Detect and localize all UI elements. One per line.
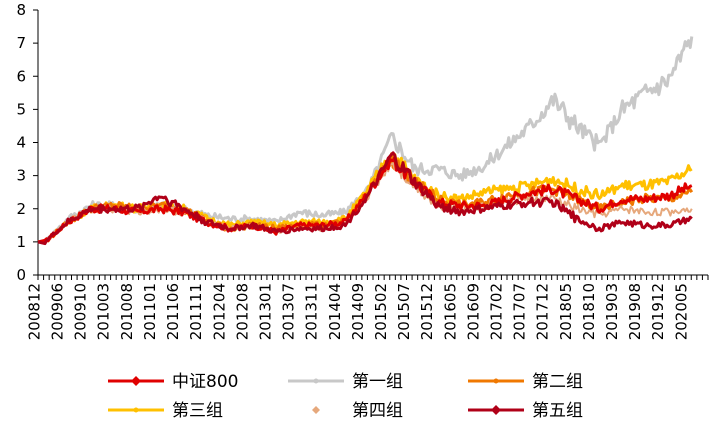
y-tick-label: 4 bbox=[16, 134, 26, 152]
x-tick-label: 201008 bbox=[118, 283, 136, 340]
y-tick-label: 6 bbox=[16, 67, 26, 85]
y-tick-label: 2 bbox=[16, 200, 26, 218]
x-tick-label: 201409 bbox=[349, 283, 367, 340]
x-tick-label: 201111 bbox=[187, 283, 205, 340]
y-tick-label: 5 bbox=[16, 100, 26, 118]
legend-label: 第三组 bbox=[172, 401, 223, 421]
legend-label: 第五组 bbox=[532, 401, 583, 421]
y-tick-label: 1 bbox=[16, 233, 26, 251]
x-tick-label: 201101 bbox=[141, 283, 159, 340]
legend-marker bbox=[493, 378, 499, 384]
x-tick-label: 201609 bbox=[464, 283, 482, 340]
y-tick-label: 3 bbox=[16, 167, 26, 185]
y-tick-label: 0 bbox=[16, 266, 26, 284]
legend-label: 中证800 bbox=[172, 372, 238, 392]
x-tick-label: 201208 bbox=[233, 283, 251, 340]
x-tick-label: 201912 bbox=[649, 283, 667, 340]
x-tick-label: 201404 bbox=[326, 283, 344, 340]
legend-item: 第三组 bbox=[108, 401, 223, 421]
axes: 0 1 2 3 4 5 6 7 8 200812 200906 200910 201003 201008 2… bbox=[16, 1, 709, 340]
legend-marker bbox=[312, 406, 320, 414]
x-tick-label: 201707 bbox=[511, 283, 529, 340]
x-tick-label: 201712 bbox=[534, 283, 552, 340]
legend-marker bbox=[133, 407, 139, 413]
x-tick-label: 201512 bbox=[418, 283, 436, 340]
x-tick-label: 201204 bbox=[210, 283, 228, 340]
x-tick-label: 201507 bbox=[395, 283, 413, 340]
x-tick-label: 201908 bbox=[626, 283, 644, 340]
legend-marker bbox=[313, 378, 319, 384]
y-tick-label: 8 bbox=[16, 1, 26, 19]
series-line-4 bbox=[37, 162, 693, 243]
x-tick-label: 200910 bbox=[72, 283, 90, 340]
series-lines bbox=[37, 36, 694, 246]
x-tick-label: 201702 bbox=[488, 283, 506, 340]
legend-marker bbox=[491, 405, 501, 415]
x-tick-label: 201903 bbox=[603, 283, 621, 340]
x-tick-label: 201805 bbox=[557, 283, 575, 340]
legend-label: 第二组 bbox=[532, 372, 583, 392]
x-tick-label: 202005 bbox=[672, 283, 690, 340]
legend-item: 第四组 bbox=[312, 401, 403, 421]
series-line-5 bbox=[37, 151, 693, 246]
x-tick-label: 201605 bbox=[441, 283, 459, 340]
legend-label: 第一组 bbox=[352, 372, 403, 392]
x-tick-label: 200906 bbox=[49, 283, 67, 340]
x-tick-label: 201502 bbox=[372, 283, 390, 340]
legend-label: 第四组 bbox=[352, 401, 403, 421]
legend-item: 第二组 bbox=[468, 372, 583, 392]
x-tick-label: 201301 bbox=[256, 283, 274, 340]
x-tick-label: 201311 bbox=[303, 283, 321, 340]
x-tick-label: 201106 bbox=[164, 283, 182, 340]
legend-item: 第一组 bbox=[288, 372, 403, 392]
x-tick-label: 201810 bbox=[580, 283, 598, 340]
x-tick-label: 200812 bbox=[25, 283, 43, 340]
legend-item: 第五组 bbox=[468, 401, 583, 421]
x-tick-label: 201003 bbox=[95, 283, 113, 340]
legend-item: 中证800 bbox=[108, 372, 238, 392]
y-tick-label: 7 bbox=[16, 34, 26, 52]
x-tick-label: 201307 bbox=[280, 283, 298, 340]
legend-marker bbox=[131, 376, 141, 386]
